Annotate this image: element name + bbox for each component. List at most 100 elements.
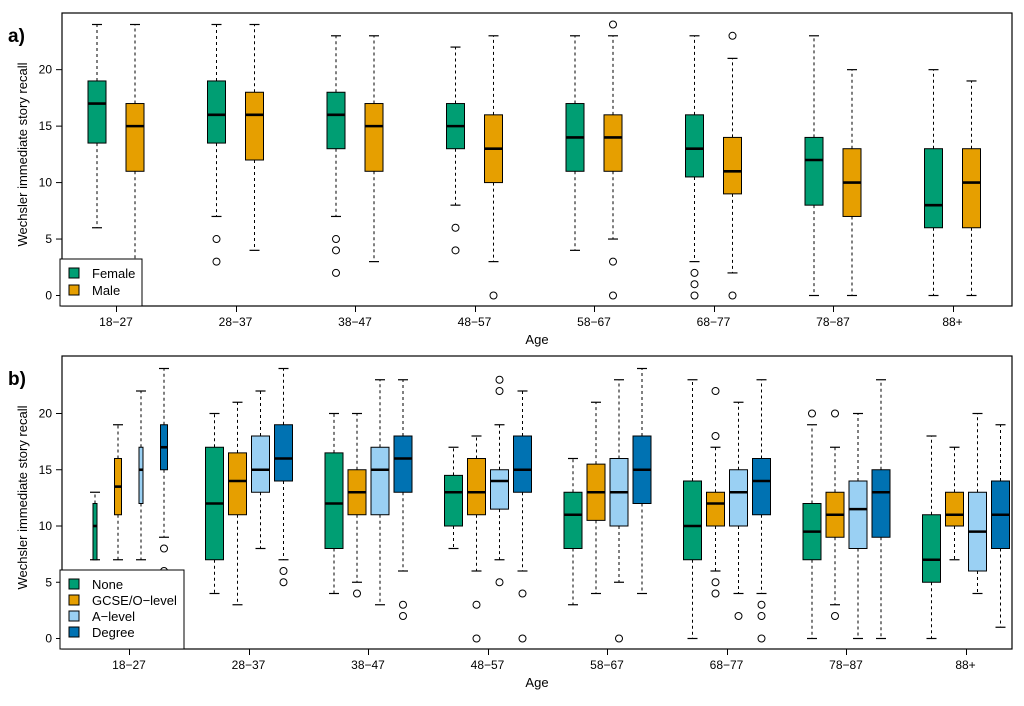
outlier-point xyxy=(690,268,699,277)
y-axis-title: Wechsler immediate story recall xyxy=(15,405,30,589)
box xyxy=(228,452,247,516)
y-tick-label: 0 xyxy=(45,632,52,646)
legend-label: Degree xyxy=(92,625,135,640)
outlier-point xyxy=(728,291,737,300)
box xyxy=(683,480,702,561)
x-tick-label: 38−47 xyxy=(338,315,372,329)
outlier-point xyxy=(160,544,168,553)
y-tick-label: 0 xyxy=(45,289,52,303)
outlier-point xyxy=(518,634,527,643)
box xyxy=(490,469,509,510)
x-tick-label: 68−77 xyxy=(697,315,731,329)
y-tick-label: 10 xyxy=(39,176,53,190)
outlier-point xyxy=(690,280,699,289)
legend-swatch xyxy=(68,284,80,296)
outlier-point xyxy=(711,578,720,587)
box xyxy=(804,136,824,206)
x-axis-title: Age xyxy=(525,332,548,347)
x-tick-label: 68−77 xyxy=(710,658,744,672)
box xyxy=(245,91,264,161)
box xyxy=(563,491,583,549)
legend-swatch xyxy=(68,267,80,279)
x-tick-label: 78−87 xyxy=(816,315,850,329)
x-tick-label: 28−37 xyxy=(232,658,266,672)
y-tick-label: 15 xyxy=(39,463,53,477)
box xyxy=(467,458,486,516)
outlier-point xyxy=(279,567,288,575)
outlier-point xyxy=(495,578,504,587)
panel-label: b) xyxy=(8,369,26,390)
outlier-point xyxy=(332,246,340,255)
x-tick-label: 88+ xyxy=(942,315,962,329)
box xyxy=(706,491,725,527)
outlier-point xyxy=(279,578,288,587)
x-tick-label: 88+ xyxy=(955,658,975,672)
x-tick-label: 48−57 xyxy=(458,315,492,329)
outlier-point xyxy=(728,31,737,40)
box xyxy=(207,80,226,144)
box xyxy=(274,424,293,482)
legend-box xyxy=(59,569,185,650)
y-tick-label: 5 xyxy=(45,575,52,589)
outlier-point xyxy=(831,409,839,418)
outlier-point xyxy=(518,589,527,598)
outlier-point xyxy=(690,291,699,300)
plot-frame xyxy=(61,355,1013,650)
outlier-point xyxy=(609,20,617,29)
box xyxy=(138,446,144,504)
x-tick-label: 58−67 xyxy=(577,315,611,329)
box xyxy=(324,452,344,549)
box xyxy=(752,458,771,516)
outlier-point xyxy=(757,634,766,643)
y-tick-label: 10 xyxy=(39,519,53,533)
box xyxy=(871,469,891,538)
y-tick-label: 5 xyxy=(45,232,52,246)
x-tick-label: 78−87 xyxy=(829,658,863,672)
outlier-point xyxy=(399,612,407,620)
box xyxy=(393,435,413,493)
outlier-point xyxy=(472,600,481,609)
box xyxy=(723,136,742,195)
outlier-point xyxy=(332,235,340,244)
outlier-point xyxy=(734,612,743,620)
panel-label: a) xyxy=(8,26,25,47)
x-tick-label: 58−67 xyxy=(590,658,624,672)
legend-label: Female xyxy=(92,266,135,281)
y-tick-label: 15 xyxy=(39,119,53,133)
outlier-point xyxy=(399,600,407,609)
legend-box xyxy=(59,258,143,307)
x-tick-label: 18−27 xyxy=(99,315,133,329)
outlier-point xyxy=(609,291,617,300)
legend-swatch xyxy=(68,610,80,622)
x-tick-label: 28−37 xyxy=(219,315,253,329)
outlier-point xyxy=(757,612,766,620)
outlier-point xyxy=(615,634,623,643)
legend-swatch xyxy=(68,578,80,590)
outlier-point xyxy=(495,387,504,395)
plot-frame xyxy=(61,12,1013,307)
box xyxy=(945,491,964,527)
outlier-point xyxy=(472,634,481,643)
box xyxy=(685,114,704,178)
outlier-point xyxy=(609,257,617,266)
y-tick-label: 20 xyxy=(39,407,53,421)
outlier-point xyxy=(212,235,221,244)
box xyxy=(729,469,748,527)
box xyxy=(370,446,390,516)
box xyxy=(125,103,145,172)
outlier-point xyxy=(831,612,839,620)
box xyxy=(326,91,346,150)
box xyxy=(87,80,107,144)
outlier-point xyxy=(711,589,720,598)
box xyxy=(444,474,463,527)
x-tick-label: 18−27 xyxy=(112,658,146,672)
outlier-point xyxy=(451,223,460,232)
outlier-point xyxy=(495,375,504,384)
outlier-point xyxy=(711,387,720,395)
outlier-point xyxy=(353,589,361,598)
outlier-point xyxy=(212,257,221,266)
box xyxy=(962,148,981,229)
x-tick-label: 48−57 xyxy=(471,658,505,672)
